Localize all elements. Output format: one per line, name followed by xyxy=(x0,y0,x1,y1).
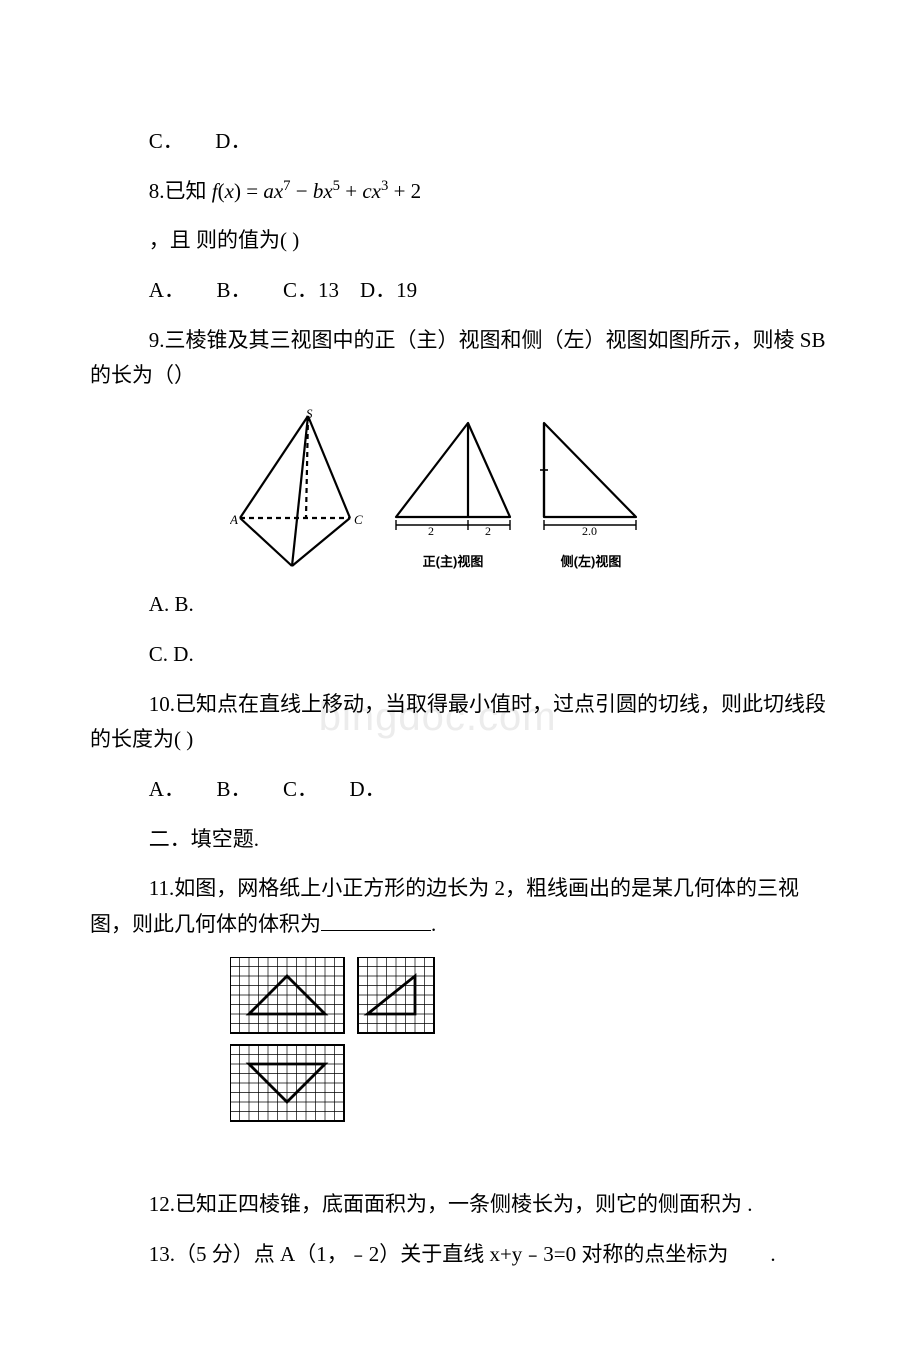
q9-figure: S A C B xyxy=(230,408,830,573)
q11-stem-text: 11.如图，网格纸上小正方形的边长为 2，粗线画出的是某几何体的三视图，则此几何… xyxy=(90,876,799,936)
svg-text:2: 2 xyxy=(485,524,491,537)
front-view-block: 2 2 正(主)视图 xyxy=(388,417,518,573)
q8-options: A． B． C．13 D．19 xyxy=(90,273,830,309)
q8-stem-line2: ，且 则的值为( ) xyxy=(90,223,830,259)
q11-stem-suffix: . xyxy=(431,912,436,936)
svg-text:A: A xyxy=(230,512,238,527)
page-content: C． D． 8.已知 f(x) = ax7 − bx5 + cx3 + 2 ，且… xyxy=(0,0,920,1347)
svg-text:2: 2 xyxy=(428,524,434,537)
front-view-caption: 正(主)视图 xyxy=(388,551,518,573)
q8-formula: f(x) = ax7 − bx5 + cx3 + 2 xyxy=(212,179,421,203)
q11-blank xyxy=(321,907,431,931)
q12-stem: 12.已知正四棱锥，底面面积为，一条侧棱长为，则它的侧面积为 . xyxy=(90,1187,830,1223)
grid-three-views-icon xyxy=(230,957,440,1162)
svg-text:C: C xyxy=(354,512,363,527)
side-view-block: 2.0 侧(左)视图 xyxy=(536,417,646,573)
side-view-icon: 2.0 xyxy=(536,417,646,537)
q9-options-ab: A. B. xyxy=(90,587,830,623)
svg-text:2.0: 2.0 xyxy=(582,524,597,537)
q11-figure xyxy=(230,957,830,1174)
q13-stem: 13.（5 分）点 A（1，﹣2）关于直线 x+y﹣3=0 对称的点坐标为 . xyxy=(90,1237,830,1273)
svg-text:S: S xyxy=(306,408,313,421)
q11-stem: 11.如图，网格纸上小正方形的边长为 2，粗线画出的是某几何体的三视图，则此几何… xyxy=(90,871,830,942)
section2-title: 二．填空题. xyxy=(90,822,830,858)
q10-options: A． B． C． D． xyxy=(90,772,830,808)
q9-stem: 9.三棱锥及其三视图中的正（主）视图和侧（左）视图如图所示，则棱 SB 的长为（… xyxy=(90,323,830,394)
front-view-icon: 2 2 xyxy=(388,417,518,537)
q8-prefix: 8.已知 xyxy=(149,179,207,203)
pyramid-3d-icon: S A C B xyxy=(230,408,370,573)
q10-stem: 10.已知点在直线上移动，当取得最小值时，过点引圆的切线，则此切线段的长度为( … xyxy=(90,687,830,758)
q7-options: C． D． xyxy=(90,124,830,160)
side-view-caption: 侧(左)视图 xyxy=(536,551,646,573)
q8-stem-line1: 8.已知 f(x) = ax7 − bx5 + cx3 + 2 xyxy=(90,174,830,210)
q9-options-cd: C. D. xyxy=(90,637,830,673)
